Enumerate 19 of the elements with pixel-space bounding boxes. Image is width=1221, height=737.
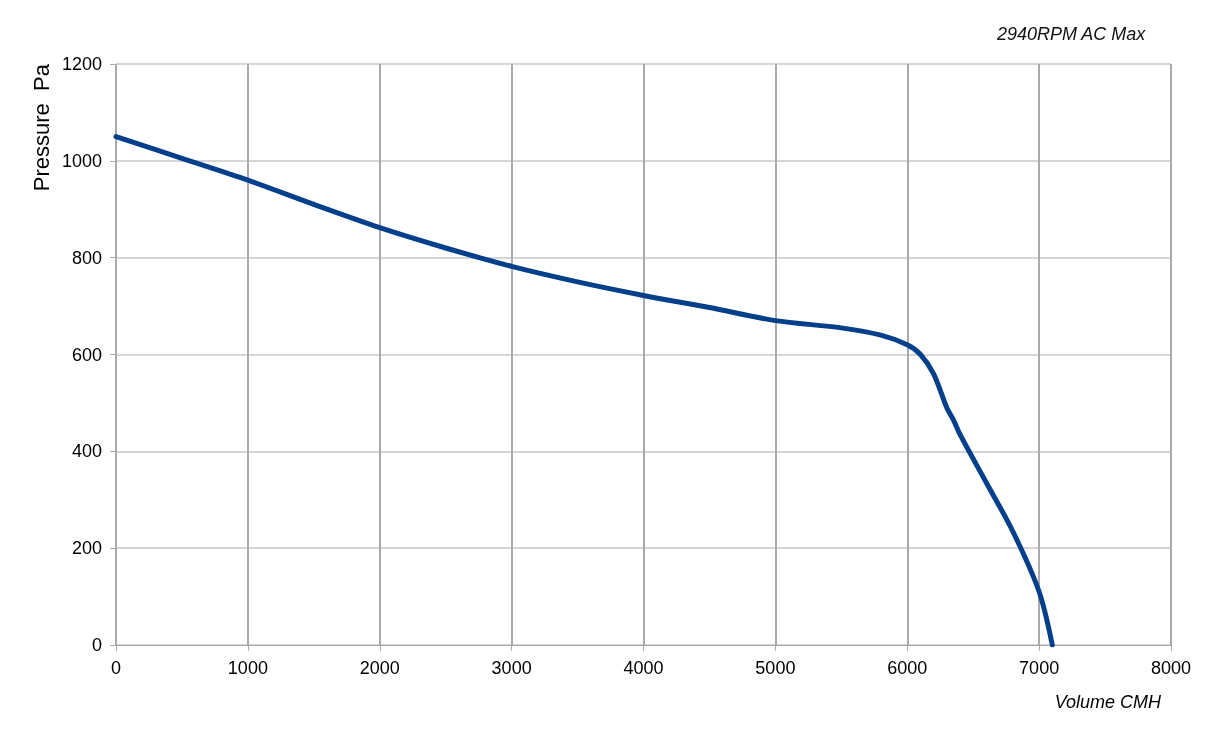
- x-tick-label: 0: [110, 658, 122, 678]
- y-tick-label: 800: [71, 247, 102, 268]
- x-tick-label: 4000: [623, 658, 664, 678]
- y-tick-label: 200: [71, 538, 102, 559]
- x-tick-label: 1000: [227, 658, 268, 678]
- x-tick-label: 6000: [887, 658, 928, 678]
- y-tick-label: 400: [71, 441, 102, 462]
- x-axis-title: Volume CMH: [1054, 692, 1162, 712]
- x-tick-label: 5000: [755, 658, 796, 678]
- y-tick-label: 1000: [61, 150, 102, 171]
- y-axis-title: Pressure Pa: [28, 63, 54, 192]
- y-tick-label: 1200: [61, 54, 102, 74]
- x-tick-label: 7000: [1019, 658, 1060, 678]
- x-tick-label: 2000: [359, 658, 400, 678]
- y-tick-label: 600: [71, 344, 102, 365]
- y-tick-label: 0: [91, 635, 102, 655]
- x-tick-label: 8000: [1150, 658, 1192, 678]
- chart-title: 2940RPM AC Max: [995, 24, 1147, 44]
- x-tick-label: 3000: [491, 658, 532, 678]
